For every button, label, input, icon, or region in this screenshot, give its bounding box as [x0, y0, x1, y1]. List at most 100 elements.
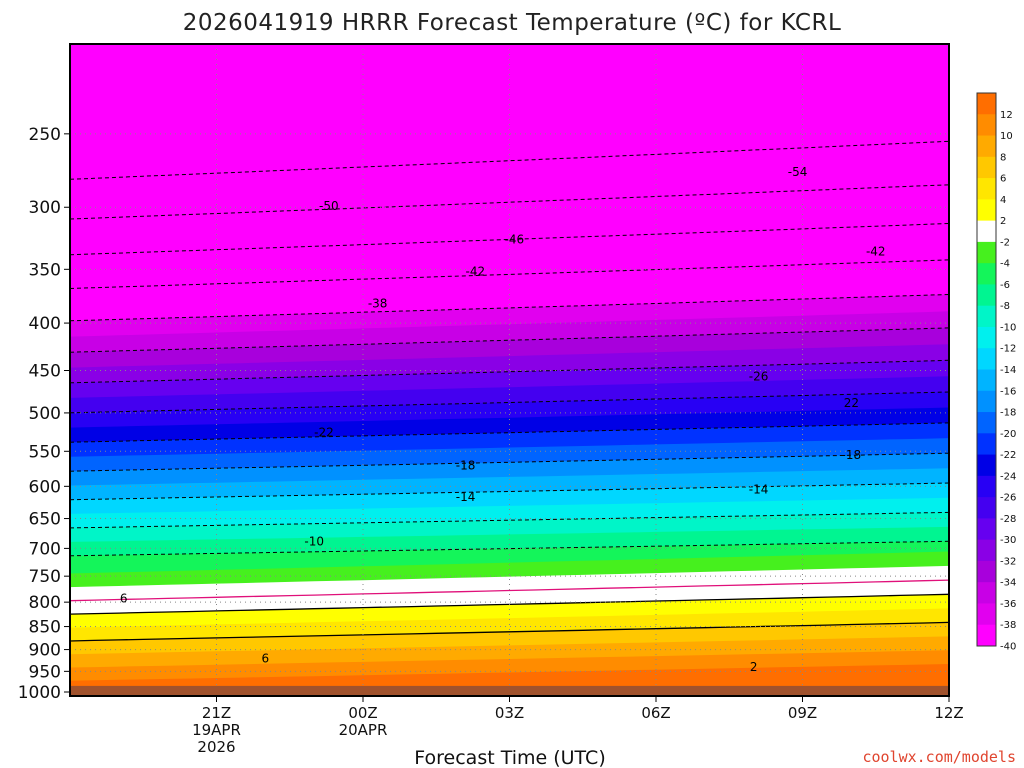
colorbar-segment	[977, 497, 996, 519]
colorbar-label: -10	[1000, 322, 1016, 333]
contour-label: -38	[368, 296, 388, 310]
y-tick-label: 850	[29, 618, 61, 638]
plot-area: -54 -50 -46 -42 -42 -38 -26 22 -22 -18 -18 -14 -14 -1…	[70, 44, 949, 696]
x-tick-label: 06Z	[641, 704, 670, 722]
colorbar-label: -40	[1000, 642, 1016, 653]
colorbar-label: -32	[1000, 556, 1016, 567]
contour-label: -18	[456, 459, 476, 473]
colorbar-segment	[977, 326, 996, 349]
contour-label: -42	[866, 245, 886, 259]
colorbar-segment	[977, 624, 996, 647]
contour-label: 6	[120, 592, 128, 606]
freezing-line	[70, 579, 949, 602]
colorbar-frame	[976, 92, 997, 647]
contour-label: -46	[505, 232, 525, 246]
below-ground-fill	[70, 685, 949, 696]
colorbar-segment	[977, 263, 996, 285]
contour-labels: -54 -50 -46 -42 -42 -38 -26 22 -22 -18 -18 -14 -14 -1…	[120, 165, 886, 674]
colorbar-label: -34	[1000, 578, 1016, 589]
colorbar-segment	[977, 284, 996, 307]
x-tick-label: 2026	[197, 738, 235, 756]
colorbar-segment	[977, 156, 996, 179]
colorbar-label: 12	[1000, 110, 1013, 121]
colorbar-label: -2	[1000, 237, 1010, 248]
y-tick-label: 450	[29, 361, 61, 381]
colorbar-segment	[977, 433, 996, 456]
y-tick-label: 250	[29, 125, 61, 145]
colorbar-label: -30	[1000, 535, 1016, 546]
contour-label: -50	[319, 199, 339, 213]
colorbar-label: -36	[1000, 599, 1016, 610]
colorbar-segment	[977, 560, 996, 583]
x-tick-label: 03Z	[495, 704, 524, 722]
grid-lines	[70, 44, 949, 696]
colorbar-label: 10	[1000, 131, 1013, 142]
contour-label: -18	[842, 448, 862, 462]
colorbar-label: -4	[1000, 259, 1010, 270]
x-tick-label: 00Z	[348, 704, 377, 722]
source-credit: coolwx.com/models	[862, 748, 1016, 766]
contour-label: -14	[456, 490, 476, 504]
colorbar-segment	[977, 518, 996, 541]
colorbar-segment	[977, 135, 996, 158]
colorbar-label: -12	[1000, 344, 1016, 355]
contour-label: 2	[750, 660, 758, 674]
y-tick-label: 350	[29, 260, 61, 280]
y-tick-label: 950	[29, 662, 61, 682]
y-tick-label: 600	[29, 477, 61, 497]
x-tick-label: 19APR	[192, 721, 241, 739]
x-tick-label: 21Z	[202, 704, 231, 722]
contour-label: -14	[749, 483, 769, 497]
colorbar-label: -26	[1000, 493, 1016, 504]
colorbar-label: -28	[1000, 514, 1016, 525]
y-tick-label: 750	[29, 567, 61, 587]
x-tick-label: 20APR	[339, 721, 388, 739]
x-tick-label: 12Z	[934, 704, 963, 722]
colorbar-label: 6	[1000, 174, 1006, 185]
colorbar-segment	[977, 199, 996, 222]
y-tick-label: 650	[29, 510, 61, 530]
colorbar-segment	[977, 241, 996, 264]
colorbar-label: 8	[1000, 152, 1006, 163]
contour-label: 6	[262, 651, 270, 665]
colorbar-segment	[977, 93, 996, 115]
isotherm-line	[70, 621, 949, 642]
colorbar-label: -8	[1000, 301, 1010, 312]
y-tick-label: 800	[29, 593, 61, 613]
contour-label: -10	[304, 534, 324, 548]
colorbar-label: -20	[1000, 429, 1016, 440]
colorbar-segment	[977, 369, 996, 392]
x-axis-label: Forecast Time (UTC)	[414, 747, 605, 768]
colorbar-label: -6	[1000, 280, 1010, 291]
colorbar-segment	[977, 539, 996, 562]
contour-label: -54	[788, 165, 808, 179]
colorbar-segment	[977, 390, 996, 413]
colorbar-label: -22	[1000, 450, 1016, 461]
colorbar-label: -16	[1000, 386, 1016, 397]
y-tick-label: 900	[29, 641, 61, 661]
colorbar-segment	[977, 475, 996, 498]
colorbar-segment	[977, 348, 996, 370]
colorbar-label: -38	[1000, 620, 1016, 631]
contour-label: 22	[844, 396, 859, 410]
y-tick-label: 700	[29, 539, 61, 559]
colorbar-label: -14	[1000, 365, 1016, 376]
colorbar-segment	[977, 454, 996, 477]
colorbar-segment	[977, 412, 996, 434]
x-tick-label: 09Z	[788, 704, 817, 722]
y-tick-label: 400	[29, 314, 61, 334]
contour-label: -22	[314, 426, 334, 440]
colorbar-label: 4	[1000, 195, 1006, 206]
y-tick-label: 1000	[18, 683, 61, 703]
colorbar-segment	[977, 220, 996, 243]
colorbar: 12 10 8 6 4 2 -2 -4 -6 -8 -10 -12 -14 -16 -18 -20 -22 -24…	[976, 92, 1016, 653]
chart-title: 2026041919 HRRR Forecast Temperature (ºC…	[183, 10, 842, 36]
colorbar-label: 2	[1000, 216, 1006, 227]
surface-ground	[70, 685, 949, 696]
colorbar-segment	[977, 114, 996, 137]
colorbar-label: -18	[1000, 408, 1016, 419]
colorbar-segment	[977, 305, 996, 328]
colorbar-segment	[977, 582, 996, 604]
